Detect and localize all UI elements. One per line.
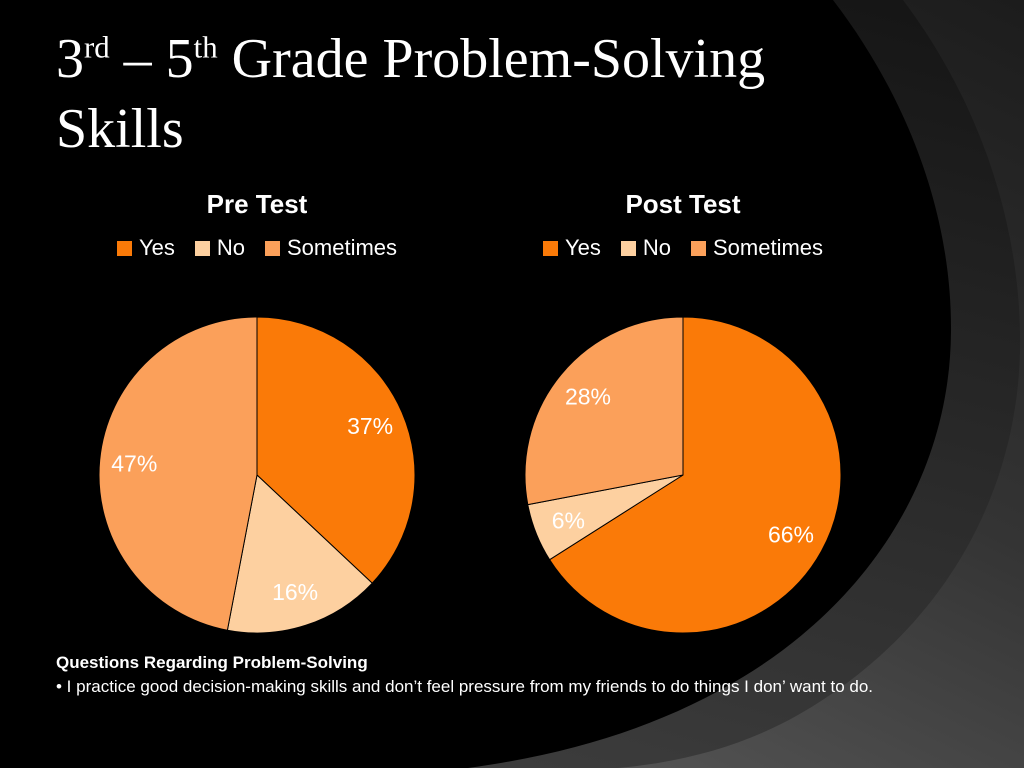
pie-slice-yes <box>548 316 842 634</box>
slide-title: 3rd – 5th Grade Problem-Solving Skills <box>56 24 936 164</box>
pie-data-label-no: 16% <box>272 579 318 605</box>
footer-heading: Questions Regarding Problem-Solving <box>56 653 368 672</box>
pie-slice-no <box>226 474 373 634</box>
pie-data-label-sometimes: 28% <box>565 383 611 409</box>
legend-swatch-no <box>194 240 210 256</box>
footer-bullet: • I practice good decision-making skills… <box>56 677 874 696</box>
legend-item-yes: Yes <box>116 235 175 261</box>
pre-test-chart-title: Pre Test <box>206 189 308 219</box>
legend-swatch-yes <box>542 240 558 256</box>
legend-item-no: No <box>194 235 245 261</box>
pie-data-label-yes: 66% <box>768 521 814 547</box>
title-text-line2: Skills <box>56 98 184 160</box>
title-text: 3 <box>56 28 84 90</box>
legend-item-sometimes: Sometimes <box>264 235 398 261</box>
legend-label-yes: Yes <box>564 235 601 260</box>
legend-label-no: No <box>642 235 671 260</box>
legend-label-sometimes: Sometimes <box>712 235 824 260</box>
post-test-legend: Yes No Sometimes <box>518 234 848 262</box>
pie-slice-yes <box>256 316 416 584</box>
pie-data-label-sometimes: 47% <box>111 450 157 476</box>
legend-item-sometimes: Sometimes <box>690 235 824 261</box>
legend-label-sometimes: Sometimes <box>286 235 398 260</box>
legend-label-no: No <box>216 235 245 260</box>
pie-data-label-yes: 37% <box>347 413 393 439</box>
post-test-pie-chart: 66% 6% 28% <box>521 313 845 637</box>
title-text: – 5 <box>109 28 194 90</box>
pre-test-legend: Yes No Sometimes <box>92 234 422 262</box>
legend-swatch-sometimes <box>690 240 706 256</box>
footer-notes: Questions Regarding Problem-Solving • I … <box>56 651 916 699</box>
legend-swatch-no <box>620 240 636 256</box>
legend-swatch-yes <box>116 240 132 256</box>
title-superscript-rd: rd <box>84 30 110 65</box>
post-test-chart-block: Post Test Yes No Sometimes 66% 6% 28% <box>518 188 848 637</box>
title-text: Grade Problem-Solving <box>217 28 766 90</box>
pre-test-pie-chart: 37% 16% 47% <box>95 313 419 637</box>
pie-data-label-no: 6% <box>552 507 585 533</box>
pie-slice-sometimes <box>98 316 258 631</box>
legend-label-yes: Yes <box>138 235 175 260</box>
post-test-chart-title: Post Test <box>625 189 741 219</box>
pie-slice-sometimes <box>524 316 684 506</box>
pre-test-chart-block: Pre Test Yes No Sometimes 37% 16% 47% <box>92 188 422 637</box>
title-superscript-th: th <box>193 30 218 65</box>
legend-item-yes: Yes <box>542 235 601 261</box>
legend-swatch-sometimes <box>264 240 280 256</box>
legend-item-no: No <box>620 235 671 261</box>
